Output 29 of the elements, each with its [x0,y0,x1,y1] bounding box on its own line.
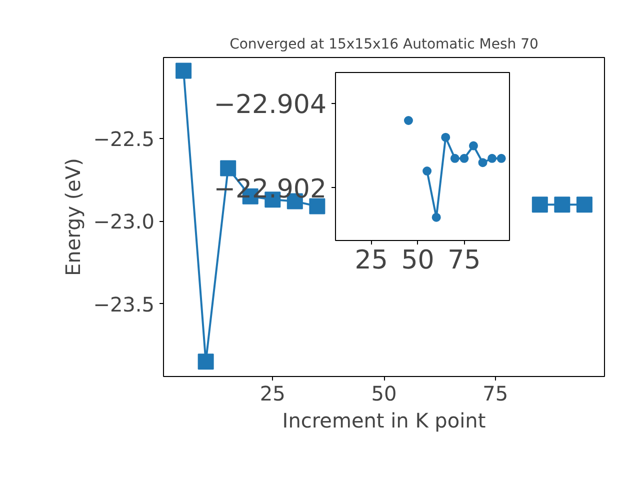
x-tick-label: 75 [482,382,508,406]
x-tick-label: 25 [354,246,388,276]
y-tick-label: −22.904 [214,90,327,120]
point [176,62,192,79]
y-tick-label: −22.5 [93,126,155,151]
point [198,354,214,370]
point [441,132,450,142]
point [460,154,469,163]
point [576,196,592,213]
x-tick-label: 25 [260,382,286,406]
point [478,158,488,168]
point [422,166,432,176]
x-tick-label: 75 [448,246,481,276]
point [404,116,413,125]
point [554,196,570,213]
y-tick-label: −23.5 [93,292,155,316]
point [496,154,506,163]
point [488,154,497,163]
x-axis-title: Increment in K point [282,408,486,432]
y-axis-title: Energy (eV) [61,158,86,276]
point [532,196,548,213]
y-tick-label: −23.0 [93,210,155,234]
point [220,160,236,176]
x-tick-label: 50 [371,382,397,406]
point [450,154,460,163]
point [432,212,441,222]
point [468,141,478,150]
x-tick-label: 50 [401,246,434,276]
chart-title: Converged at 15x15x16 Automatic Mesh 70 [230,36,538,52]
